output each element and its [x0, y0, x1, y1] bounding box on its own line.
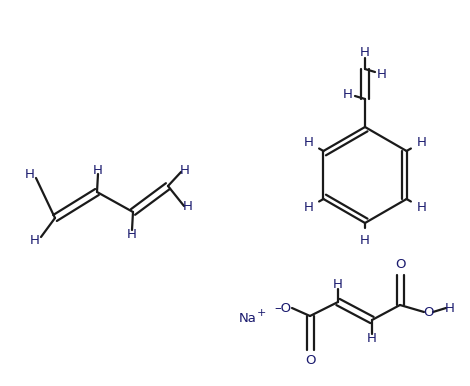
- Text: H: H: [127, 227, 137, 240]
- Text: H: H: [360, 46, 370, 59]
- Text: H: H: [304, 136, 313, 149]
- Text: H: H: [30, 234, 40, 247]
- Text: +: +: [256, 308, 266, 318]
- Text: H: H: [343, 88, 353, 100]
- Text: H: H: [416, 201, 426, 214]
- Text: H: H: [180, 164, 190, 176]
- Text: O: O: [305, 354, 315, 366]
- Text: O: O: [423, 305, 433, 318]
- Text: Na: Na: [239, 312, 257, 325]
- Text: O: O: [395, 259, 405, 271]
- Text: H: H: [360, 234, 370, 247]
- Text: H: H: [445, 301, 455, 315]
- Text: H: H: [93, 164, 103, 176]
- Text: –O: –O: [274, 301, 291, 315]
- Text: H: H: [304, 201, 313, 214]
- Text: H: H: [333, 279, 343, 291]
- Text: H: H: [183, 200, 193, 213]
- Text: H: H: [416, 136, 426, 149]
- Text: H: H: [377, 68, 387, 81]
- Text: H: H: [25, 169, 35, 181]
- Text: H: H: [367, 332, 377, 344]
